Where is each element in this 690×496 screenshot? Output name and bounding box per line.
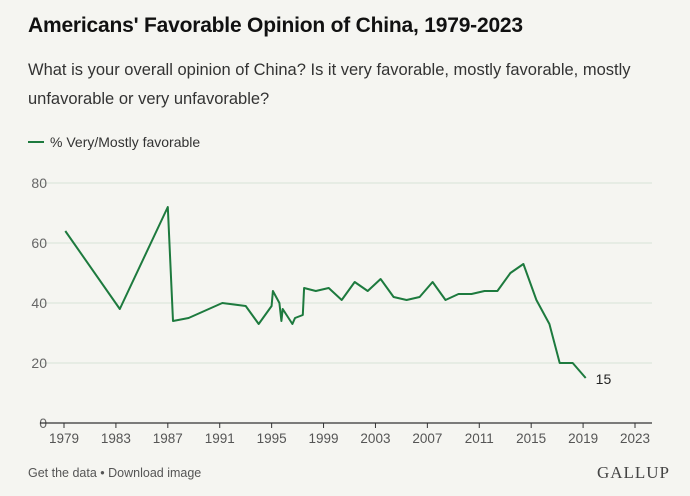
data-point [482, 289, 487, 294]
legend: % Very/Mostly favorable [28, 134, 200, 150]
end-value-label: 15 [596, 371, 612, 387]
data-point [443, 298, 448, 303]
data-point [352, 280, 357, 285]
chart-title: Americans' Favorable Opinion of China, 1… [28, 14, 523, 37]
x-tick-label: 1987 [153, 431, 183, 446]
data-point [417, 295, 422, 300]
data-point [243, 304, 248, 309]
legend-label: % Very/Mostly favorable [50, 134, 201, 150]
footer-links: Get the data • Download image [28, 466, 201, 480]
data-point [171, 319, 176, 324]
data-point [495, 289, 500, 294]
data-point [456, 292, 461, 297]
data-point [269, 304, 274, 309]
data-point [279, 319, 284, 324]
data-point [469, 292, 474, 297]
x-tick-label: 2011 [465, 431, 494, 446]
x-tick-label: 1995 [257, 431, 287, 446]
data-point [302, 286, 307, 291]
data-point [292, 316, 297, 321]
data-point [300, 313, 305, 318]
data-point [378, 277, 383, 282]
legend-swatch [28, 141, 44, 143]
x-tick-label: 1983 [101, 431, 131, 446]
data-point [534, 298, 539, 303]
data-point [339, 298, 344, 303]
data-point [570, 361, 575, 366]
get-data-link[interactable]: Get the data [28, 466, 97, 480]
data-point [256, 322, 261, 327]
data-point [313, 289, 318, 294]
x-tick-label: 2023 [620, 431, 650, 446]
data-point [165, 205, 170, 210]
y-tick-label: 40 [31, 295, 47, 311]
data-point [365, 289, 370, 294]
data-point [391, 295, 396, 300]
chart-subtitle: What is your overall opinion of China? I… [28, 61, 631, 108]
x-tick-label: 2015 [516, 431, 546, 446]
x-tick-label: 1979 [49, 431, 79, 446]
data-point [583, 376, 588, 381]
data-point [117, 307, 122, 312]
data-point [290, 322, 295, 327]
x-tick-label: 2007 [412, 431, 442, 446]
x-tick-label: 1991 [205, 431, 235, 446]
y-tick-label: 20 [31, 355, 47, 371]
data-point [430, 280, 435, 285]
y-tick-label: 80 [31, 175, 47, 191]
data-point [508, 271, 513, 276]
data-point [63, 229, 68, 234]
series-line [64, 206, 587, 379]
data-point [220, 301, 225, 306]
data-point [326, 286, 331, 291]
data-point [186, 316, 191, 321]
y-tick-label: 60 [31, 235, 47, 251]
data-point [547, 322, 552, 327]
x-tick-label: 2019 [568, 431, 598, 446]
x-tick-label: 2003 [360, 431, 390, 446]
data-point [277, 301, 282, 306]
gallup-logo: GALLUP [596, 463, 670, 482]
data-point [521, 262, 526, 267]
data-point [557, 361, 562, 366]
download-image-link[interactable]: Download image [108, 466, 202, 480]
footer-separator: • [96, 466, 109, 480]
data-point [404, 298, 409, 303]
data-point [280, 307, 285, 312]
x-tick-label: 1999 [309, 431, 339, 446]
data-point [270, 289, 275, 294]
